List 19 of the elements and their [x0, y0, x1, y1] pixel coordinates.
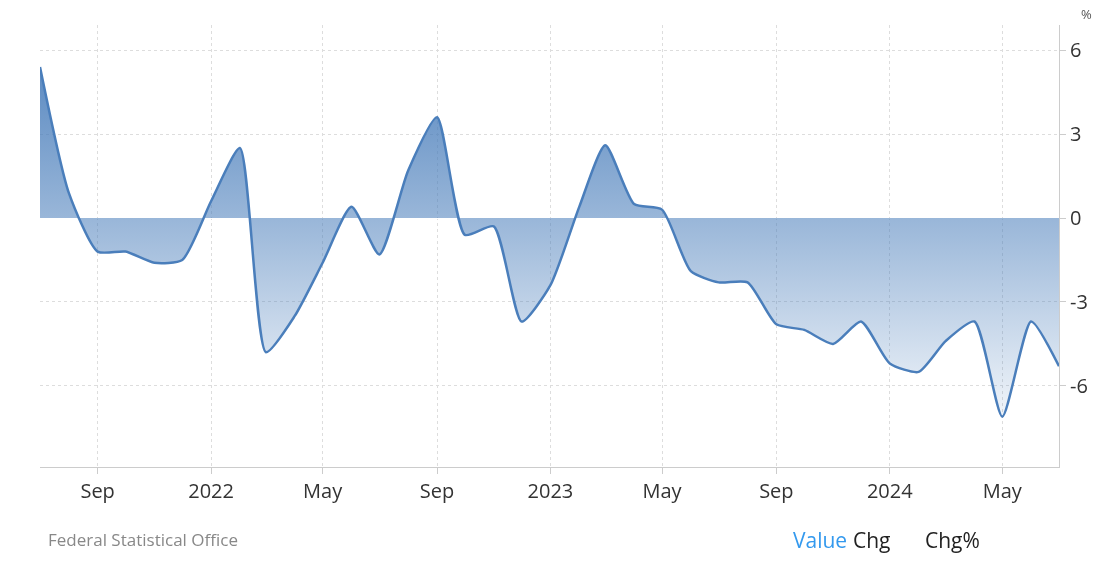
y-tick-label: 0	[1070, 204, 1082, 232]
text: Chg%	[925, 526, 980, 554]
y-tick-label: -6	[1070, 371, 1088, 399]
x-tick-label: May	[303, 477, 344, 504]
x-tick-label: 2024	[866, 477, 914, 504]
y-tick-label: 6	[1070, 36, 1082, 64]
y-tick-label: 3	[1070, 120, 1082, 148]
x-tick-label: 2023	[527, 477, 574, 504]
x-tick-label: May	[642, 477, 683, 504]
y-axis-title: %	[1081, 5, 1092, 23]
text: Chg	[853, 526, 891, 554]
x-tick-label: 2022	[188, 477, 234, 504]
x-tick-label: May	[982, 477, 1023, 504]
text: Value	[793, 526, 848, 554]
x-tick-label: Sep	[80, 477, 115, 504]
x-tick-label: Sep	[419, 477, 455, 504]
x-tick-label: Sep	[759, 477, 794, 504]
text: Federal Statistical Office	[48, 528, 238, 551]
y-tick-label: -3	[1070, 287, 1088, 315]
